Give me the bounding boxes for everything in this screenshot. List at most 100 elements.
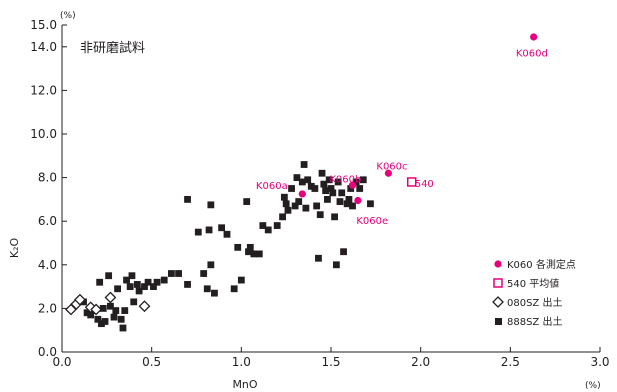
x-tick-label: 2.0 [411, 355, 430, 369]
data-point-888sz [96, 278, 104, 286]
data-point-888sz [293, 174, 301, 181]
x-tick-label: 2.5 [501, 355, 520, 369]
data-point-888sz [234, 243, 242, 251]
data-point-888sz [150, 283, 157, 290]
data-point-888sz [349, 202, 356, 210]
data-point-888sz [123, 276, 130, 284]
x-tick-label: 1.0 [232, 355, 251, 369]
data-point-888sz [352, 178, 360, 186]
data-point-888sz [246, 243, 254, 251]
legend-label: 080SZ 出土 [507, 296, 562, 309]
data-point-888sz [114, 285, 121, 293]
data-point-888sz [331, 213, 338, 221]
data-point-888sz [94, 315, 102, 323]
x-tick-label: 0.0 [52, 355, 71, 369]
y-tick-label: 6.0 [38, 214, 57, 228]
data-point-888sz [175, 270, 182, 277]
data-point-080sz [90, 303, 102, 316]
data-marks [65, 33, 538, 332]
y-tick-label: 8.0 [38, 171, 57, 185]
data-point-888sz [288, 185, 295, 192]
data-point-888sz [135, 287, 143, 295]
legend-marker-open-diamond [492, 296, 504, 308]
data-point-888sz [200, 270, 208, 277]
data-point-888sz [298, 178, 306, 186]
data-point-888sz [316, 211, 324, 219]
data-point-888sz [300, 161, 308, 168]
data-point-888sz [230, 285, 238, 293]
data-point-888sz [336, 198, 344, 205]
data-point-888sz [203, 285, 211, 293]
data-point-888sz [273, 222, 281, 229]
data-point-k060 [348, 181, 357, 189]
data-point-888sz [324, 196, 331, 203]
data-point-888sz [126, 283, 134, 290]
annotation-label: K060c [376, 162, 407, 173]
legend-item-888sz: 888SZ 出土 [495, 315, 562, 328]
legend-marker-filled-circle [494, 260, 502, 268]
data-point-888sz [338, 189, 346, 197]
data-point-888sz [243, 198, 251, 205]
data-point-888sz [320, 180, 328, 188]
data-point-888sz [284, 206, 292, 214]
data-point-888sz [205, 226, 213, 234]
data-point-888sz [280, 193, 288, 201]
data-point-888sz [318, 169, 326, 177]
data-point-888sz [121, 307, 129, 314]
y-tick-label: 4.0 [38, 258, 57, 272]
legend-label: 888SZ 出土 [507, 315, 562, 328]
data-point-888sz [302, 204, 310, 212]
legend-marker-open-square [493, 278, 503, 288]
axis-ticks: 0.0 0.5 1.0 1.5 2.0 2.5 3.0 0.0 2.0 4.0 6.0 8.0 10.0… [30, 18, 609, 369]
data-point-888sz [313, 202, 321, 210]
y-tick-label: 15.0 [30, 18, 57, 32]
data-point-888sz [223, 230, 231, 238]
data-point-888sz [105, 272, 113, 280]
data-point-888sz [194, 228, 202, 236]
data-point-888sz [128, 272, 136, 280]
legend-label: 540 平均値 [507, 277, 559, 290]
data-point-888sz [279, 213, 286, 221]
y-tick-label: 2.0 [38, 301, 57, 315]
data-point-888sz [329, 189, 337, 197]
x-tick-label: 3.0 [590, 355, 609, 369]
data-point-888sz [347, 185, 355, 192]
data-point-888sz [153, 278, 161, 286]
legend-label: K060 各測定点 [507, 258, 576, 271]
y-tick-label: 12.0 [30, 83, 57, 97]
data-point-888sz [184, 281, 191, 288]
legend-marker-filled-square [495, 318, 502, 325]
data-point-k060 [384, 169, 392, 177]
data-point-080sz [74, 293, 86, 306]
data-point-888sz [107, 302, 114, 310]
data-point-888sz [110, 313, 118, 321]
data-point-888sz [101, 318, 109, 325]
data-point-888sz [322, 187, 330, 195]
data-point-080sz [138, 300, 151, 313]
annotation-label: K060a [256, 181, 288, 192]
data-point-888sz [218, 224, 226, 232]
data-point-888sz [264, 226, 272, 234]
data-point-080sz [104, 291, 117, 304]
x-tick-label: 0.5 [142, 355, 161, 369]
data-point-888sz [334, 178, 342, 186]
data-point-888sz [237, 276, 245, 284]
data-point-888sz [307, 182, 315, 190]
y-tick-label: 0.0 [38, 345, 57, 359]
data-point-888sz [117, 315, 125, 323]
y-axis-title: K₂O [8, 238, 21, 259]
data-point-888sz [295, 198, 303, 205]
data-point-888sz [207, 201, 215, 209]
annotation-label: K060b [329, 175, 361, 186]
data-point-888sz [340, 248, 347, 256]
annotations: K060d K060c K060b K060a K060e 540 [256, 48, 548, 227]
data-point-888sz [87, 311, 95, 319]
legend-item-540: 540 平均値 [493, 277, 559, 290]
data-point-888sz [315, 254, 322, 262]
data-point-888sz [291, 202, 299, 210]
legend-item-080sz: 080SZ 出土 [492, 296, 562, 309]
data-point-888sz [311, 185, 319, 192]
data-point-888sz [141, 283, 148, 290]
y-tick-label: 10.0 [30, 127, 57, 141]
data-point-888sz [144, 278, 152, 286]
